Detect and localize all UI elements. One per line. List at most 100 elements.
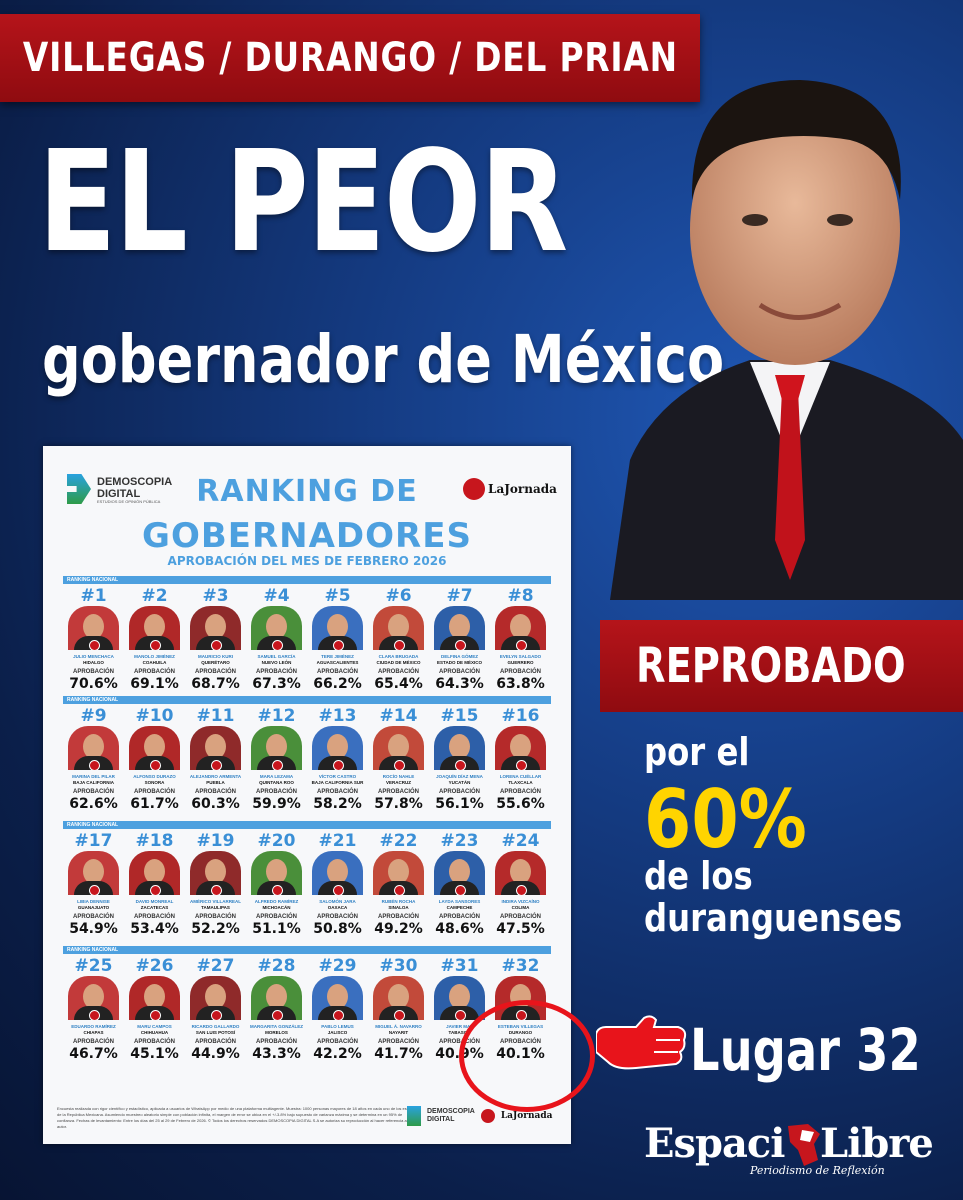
party-badge-icon <box>150 760 161 770</box>
governor-card: #19 AMÉRICO VILLARREAL TAMAULIPAS APROBACIÓ… <box>185 829 246 941</box>
approval-label: APROBACIÓN <box>255 1039 297 1045</box>
governor-photo <box>610 80 963 600</box>
approval-value: 43.3% <box>252 1046 301 1062</box>
governor-state: TLAXCALA <box>508 780 533 785</box>
governor-portrait <box>373 976 424 1020</box>
approval-value: 67.3% <box>252 676 301 692</box>
governor-rank: #16 <box>501 706 540 726</box>
approval-label: APROBACIÓN <box>255 914 297 920</box>
governor-rank: #4 <box>263 586 290 606</box>
governor-state: GUANAJUATO <box>77 905 110 910</box>
governor-rank: #6 <box>385 586 412 606</box>
governor-rank: #13 <box>318 706 357 726</box>
governor-portrait <box>190 726 241 770</box>
governor-name: AMÉRICO VILLARREAL <box>190 899 241 904</box>
party-badge-icon <box>150 885 161 895</box>
ranking-row-bar: RANKING NACIONAL <box>63 946 551 954</box>
governor-name: LAYDA SANSORES <box>438 899 481 904</box>
governor-rank: #1 <box>80 586 107 606</box>
governor-rank: #32 <box>501 956 540 976</box>
party-badge-icon <box>333 760 344 770</box>
governor-state: JALISCO <box>327 1030 348 1035</box>
governor-state: QUINTANA ROO <box>259 780 294 785</box>
governor-name: MARINA DEL PILAR <box>72 774 115 779</box>
governor-state: SONORA <box>144 780 165 785</box>
approval-value: 66.2% <box>313 676 362 692</box>
governor-portrait <box>312 851 363 895</box>
governor-portrait <box>495 851 546 895</box>
governor-card: #22 RUBÉN ROCHA SINALOA APROBACIÓN 49.2% <box>368 829 429 941</box>
governor-portrait <box>495 606 546 650</box>
governor-card: #6 CLARA BRUGADA CIUDAD DE MÉXICO APROBACIÓ… <box>368 584 429 696</box>
approval-label: APROBACIÓN <box>72 789 114 795</box>
governor-rank: #21 <box>318 831 357 851</box>
party-badge-icon <box>516 640 527 650</box>
demoscopia-word-1: DEMOSCOPIA <box>97 476 173 488</box>
governor-name: LORENA CUÉLLAR <box>499 774 542 779</box>
governor-name: INDIRA VIZCAÍNO <box>501 899 540 904</box>
governor-card: #23 LAYDA SANSORES CAMPECHE APROBACIÓN 48.6% <box>429 829 490 941</box>
top-banner-text: VILLEGAS / DURANGO / DEL PRIAN <box>22 35 678 81</box>
approval-value: 45.1% <box>130 1046 179 1062</box>
approval-label: APROBACIÓN <box>194 789 236 795</box>
approval-label: APROBACIÓN <box>377 1039 419 1045</box>
approval-value: 49.2% <box>374 921 423 937</box>
approval-label: APROBACIÓN <box>438 1039 480 1045</box>
governor-portrait <box>129 606 180 650</box>
governor-name: ROCÍO NAHLE <box>382 774 415 779</box>
governor-name: SAMUEL GARCÍA <box>257 654 296 659</box>
approval-label: APROBACIÓN <box>133 789 175 795</box>
party-badge-icon <box>89 885 100 895</box>
governor-card: #5 TERE JIMÉNEZ AGUASCALIENTES APROBACIÓN 66… <box>307 584 368 696</box>
party-badge-icon <box>211 885 222 895</box>
approval-value: 70.6% <box>69 676 118 692</box>
governor-state: GUERRERO <box>507 660 534 665</box>
party-badge-icon <box>455 640 466 650</box>
reprobado-text: REPROBADO <box>636 638 906 694</box>
governor-portrait <box>129 726 180 770</box>
lajornada-footer-word: LaJornada <box>500 1111 553 1121</box>
party-badge-icon <box>333 885 344 895</box>
approval-label: APROBACIÓN <box>316 669 358 675</box>
governor-rank: #18 <box>135 831 174 851</box>
party-badge-icon <box>150 1010 161 1020</box>
governor-card: #30 MIGUEL Á. NAVARRO NAYARIT APROBACIÓN 41.… <box>368 954 429 1066</box>
governor-card: #21 SALOMÓN JARA OAXACA APROBACIÓN 50.8% <box>307 829 368 941</box>
approval-label: APROBACIÓN <box>255 669 297 675</box>
governor-state: COAHUILA <box>142 660 167 665</box>
approval-value: 62.6% <box>69 796 118 812</box>
governor-portrait <box>251 606 302 650</box>
governor-name: ALEJANDRO ARMENTA <box>189 774 242 779</box>
approval-value: 41.7% <box>374 1046 423 1062</box>
ranking-card: DEMOSCOPIA DIGITAL ESTUDIOS DE OPINIÓN P… <box>43 446 571 1144</box>
governor-rank: #11 <box>196 706 235 726</box>
governor-card: #12 MARA LEZAMA QUINTANA ROO APROBACIÓN 59.9… <box>246 704 307 816</box>
logo-word-1: Espaci <box>644 1120 785 1167</box>
governor-state: ESTADO DE MÉXICO <box>437 660 482 665</box>
governor-state: CHIHUAHUA <box>140 1030 169 1035</box>
approval-value: 46.7% <box>69 1046 118 1062</box>
governor-rank: #26 <box>135 956 174 976</box>
governor-rank: #3 <box>202 586 229 606</box>
logo-tagline: Periodismo de Reflexión <box>750 1164 885 1177</box>
demoscopia-mark-icon <box>407 1106 421 1126</box>
governor-card: #26 MARU CAMPOS CHIHUAHUA APROBACIÓN 45.1% <box>124 954 185 1066</box>
approval-label: APROBACIÓN <box>438 914 480 920</box>
governor-rank: #19 <box>196 831 235 851</box>
governor-state: BAJA CALIFORNIA <box>72 780 115 785</box>
governor-state: HIDALGO <box>83 660 104 665</box>
governor-card: #8 EVELYN SALGADO GUERRERO APROBACIÓN 63.8% <box>490 584 551 696</box>
governor-rank: #10 <box>135 706 174 726</box>
governor-card: #1 JULIO MENCHACA HIDALGO APROBACIÓN 70.6% <box>63 584 124 696</box>
governor-portrait <box>190 851 241 895</box>
governor-card: #18 DAVID MONREAL ZACATECAS APROBACIÓN 53.4% <box>124 829 185 941</box>
highlight-circle <box>459 1000 595 1112</box>
approval-label: APROBACIÓN <box>377 914 419 920</box>
approval-value: 44.9% <box>191 1046 240 1062</box>
governor-rank: #7 <box>446 586 473 606</box>
ranking-row: RANKING NACIONAL #25 EDUARDO RAMÍREZ CHIAPA… <box>63 946 551 1066</box>
governor-card: #24 INDIRA VIZCAÍNO COLIMA APROBACIÓN 47.5% <box>490 829 551 941</box>
approval-label: APROBACIÓN <box>377 789 419 795</box>
approval-label: APROBACIÓN <box>499 914 541 920</box>
approval-value: 42.2% <box>313 1046 362 1062</box>
